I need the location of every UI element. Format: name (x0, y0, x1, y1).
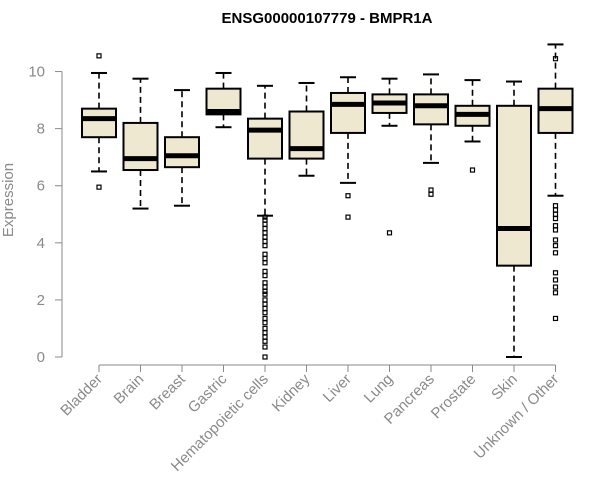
box-plot (247, 84, 283, 360)
outlier-point (96, 53, 102, 59)
outlier-point (345, 193, 351, 199)
y-tick-label: 4 (37, 235, 45, 252)
box-plot (288, 81, 325, 177)
outlier-point (262, 354, 268, 360)
outlier-point (428, 187, 434, 193)
y-tick-label: 8 (37, 121, 45, 138)
outlier-point (262, 315, 268, 322)
outlier-point (262, 230, 268, 236)
outlier-point (552, 277, 559, 283)
outlier-point (552, 237, 559, 243)
outlier-point (262, 238, 268, 244)
outlier-point (262, 234, 268, 240)
box-plot (205, 71, 242, 129)
outlier-point (262, 280, 268, 286)
box-plot (537, 43, 574, 322)
outlier-point (262, 288, 268, 294)
outlier-point (262, 284, 268, 290)
box-iqr (413, 93, 449, 126)
outlier-point (262, 325, 268, 332)
outlier-point (262, 251, 268, 257)
outlier-point (262, 297, 268, 303)
box-plot (330, 76, 366, 220)
outlier-point (262, 310, 268, 316)
outlier-point (552, 203, 559, 209)
outlier-point (552, 250, 559, 256)
outlier-point (262, 255, 268, 262)
outlier-point (262, 301, 268, 307)
outlier-point (469, 167, 476, 173)
box-plot (164, 89, 200, 207)
outlier-point (552, 207, 559, 213)
outlier-point (262, 344, 268, 350)
outlier-point (552, 243, 559, 249)
outlier-point (262, 334, 268, 340)
outlier-point (345, 214, 351, 220)
outlier-point (552, 284, 559, 290)
outlier-point (96, 184, 102, 190)
outlier-point (262, 273, 268, 279)
box-iqr (496, 104, 532, 267)
x-tick-label: Skin (488, 371, 521, 404)
y-tick-label: 10 (28, 64, 45, 81)
y-axis-label: Expression (0, 163, 17, 237)
x-tick-label: Kidney (269, 370, 314, 415)
box-plot (496, 80, 532, 358)
y-tick-label: 2 (37, 292, 45, 309)
x-tick-label: Brain (111, 371, 148, 408)
outlier-point (262, 320, 268, 326)
outlier-point (262, 268, 268, 274)
x-tick-label: Liver (320, 371, 355, 406)
box-iqr (81, 107, 117, 139)
outlier-point (262, 221, 268, 227)
box-plot (413, 73, 449, 197)
outlier-point (262, 338, 268, 344)
box-plot (122, 77, 159, 210)
box-iqr (288, 110, 325, 160)
outlier-point (552, 315, 559, 322)
box-iqr (164, 136, 200, 169)
outlier-point (262, 225, 268, 232)
x-tick-label: Prostate (428, 371, 480, 423)
outlier-point (262, 305, 268, 312)
outlier-point (552, 290, 559, 296)
outlier-point (552, 223, 559, 229)
outlier-point (262, 330, 268, 336)
box-iqr (122, 121, 159, 172)
outlier-point (552, 56, 559, 62)
outlier-point (552, 215, 559, 222)
box-iqr (330, 91, 366, 134)
outlier-point (262, 243, 268, 249)
y-tick-label: 6 (37, 178, 45, 195)
x-tick-label: Bladder (57, 371, 106, 420)
x-tick-label: Lung (361, 371, 397, 407)
outlier-point (386, 230, 393, 236)
outlier-point (262, 260, 268, 266)
outlier-point (262, 214, 268, 220)
box-plot (454, 79, 491, 173)
outlier-point (428, 191, 434, 197)
outlier-point (552, 227, 559, 233)
box-plots (81, 43, 574, 360)
outlier-point (552, 270, 559, 276)
box-iqr (247, 117, 283, 160)
axes: 0 2 4 6 8 10 (28, 64, 556, 366)
x-tick-label: Breast (146, 370, 189, 413)
outlier-point (262, 291, 268, 297)
box-plot (81, 53, 117, 190)
box-plot (371, 77, 408, 236)
outlier-point (552, 211, 559, 217)
y-tick-label: 0 (37, 349, 45, 366)
chart-title: ENSG00000107779 - BMPR1A (222, 10, 433, 27)
